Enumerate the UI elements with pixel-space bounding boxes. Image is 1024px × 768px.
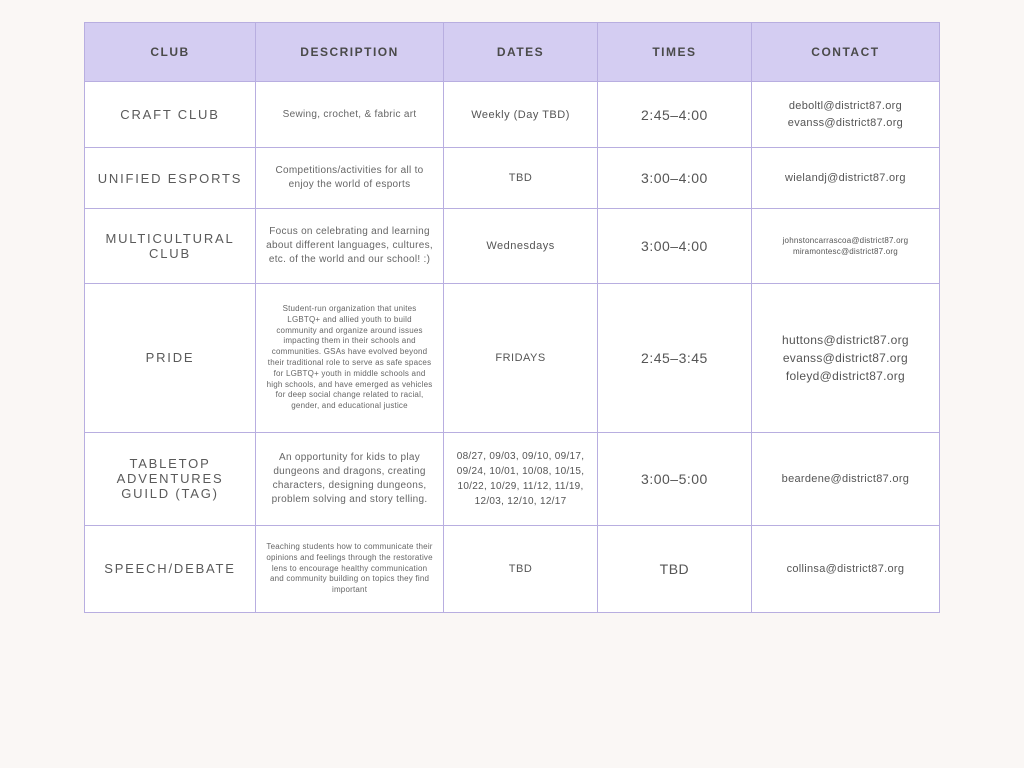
club-name: PRIDE	[95, 350, 245, 365]
cell-description: Focus on celebrating and learning about …	[256, 209, 444, 284]
header-contact: CONTACT	[751, 23, 939, 82]
times-text: 3:00–4:00	[608, 170, 741, 186]
cell-dates: TBD	[444, 525, 598, 612]
table-row: CRAFT CLUB Sewing, crochet, & fabric art W…	[85, 82, 940, 148]
cell-dates: FRIDAYS	[444, 284, 598, 433]
cell-contact: huttons@district87.orgevanss@district87.…	[751, 284, 939, 433]
table-body: CRAFT CLUB Sewing, crochet, & fabric art W…	[85, 82, 940, 613]
contact-email: wielandj@district87.org	[762, 170, 929, 187]
table-row: MULTICULTURAL CLUB Focus on celebrating a…	[85, 209, 940, 284]
cell-club: PRIDE	[85, 284, 256, 433]
cell-dates: 08/27, 09/03, 09/10, 09/17, 09/24, 10/01…	[444, 432, 598, 525]
cell-dates: Wednesdays	[444, 209, 598, 284]
header-description: DESCRIPTION	[256, 23, 444, 82]
cell-description: Student-run organization that unites LGB…	[256, 284, 444, 433]
times-text: TBD	[608, 561, 741, 577]
contact-email: collinsa@district87.org	[762, 561, 929, 578]
contact-text: collinsa@district87.org	[762, 561, 929, 578]
description-text: Sewing, crochet, & fabric art	[266, 108, 433, 122]
table-row: TABLETOP ADVENTURES GUILD (TAG) An opport…	[85, 432, 940, 525]
description-text: Competitions/activities for all to enjoy…	[266, 164, 433, 192]
header-dates: DATES	[444, 23, 598, 82]
table-row: PRIDE Student-run organization that unite…	[85, 284, 940, 433]
dates-text: Wednesdays	[454, 240, 587, 252]
cell-club: MULTICULTURAL CLUB	[85, 209, 256, 284]
cell-club: TABLETOP ADVENTURES GUILD (TAG)	[85, 432, 256, 525]
contact-email: foleyd@district87.org	[762, 367, 929, 385]
cell-times: 3:00–4:00	[597, 148, 751, 209]
cell-contact: beardene@district87.org	[751, 432, 939, 525]
cell-contact: wielandj@district87.org	[751, 148, 939, 209]
clubs-table: CLUB DESCRIPTION DATES TIMES CONTACT CRA…	[84, 22, 940, 613]
description-text: An opportunity for kids to play dungeons…	[266, 451, 433, 507]
cell-times: 2:45–3:45	[597, 284, 751, 433]
table-header-row: CLUB DESCRIPTION DATES TIMES CONTACT	[85, 23, 940, 82]
cell-times: 3:00–5:00	[597, 432, 751, 525]
cell-dates: TBD	[444, 148, 598, 209]
table-row: UNIFIED ESPORTS Competitions/activities f…	[85, 148, 940, 209]
dates-text: FRIDAYS	[454, 352, 587, 364]
cell-club: CRAFT CLUB	[85, 82, 256, 148]
description-text: Student-run organization that unites LGB…	[266, 304, 433, 412]
contact-text: huttons@district87.orgevanss@district87.…	[762, 331, 929, 385]
cell-description: Teaching students how to communicate the…	[256, 525, 444, 612]
table-row: SPEECH/DEBATE Teaching students how to co…	[85, 525, 940, 612]
dates-text: TBD	[454, 563, 587, 575]
times-text: 2:45–4:00	[608, 107, 741, 123]
cell-contact: collinsa@district87.org	[751, 525, 939, 612]
contact-email: evanss@district87.org	[762, 349, 929, 367]
cell-description: Competitions/activities for all to enjoy…	[256, 148, 444, 209]
contact-text: beardene@district87.org	[762, 471, 929, 488]
cell-contact: johnstoncarrascoa@district87.orgmiramont…	[751, 209, 939, 284]
cell-contact: deboltl@district87.orgevanss@district87.…	[751, 82, 939, 148]
cell-club: UNIFIED ESPORTS	[85, 148, 256, 209]
description-text: Focus on celebrating and learning about …	[266, 225, 433, 267]
cell-times: 2:45–4:00	[597, 82, 751, 148]
contact-email: huttons@district87.org	[762, 331, 929, 349]
contact-email: beardene@district87.org	[762, 471, 929, 488]
header-times: TIMES	[597, 23, 751, 82]
header-club: CLUB	[85, 23, 256, 82]
cell-club: SPEECH/DEBATE	[85, 525, 256, 612]
contact-email: miramontesc@district87.org	[762, 246, 929, 257]
cell-description: Sewing, crochet, & fabric art	[256, 82, 444, 148]
contact-email: evanss@district87.org	[762, 115, 929, 132]
dates-text: TBD	[454, 172, 587, 184]
description-text: Teaching students how to communicate the…	[266, 542, 433, 596]
times-text: 3:00–4:00	[608, 238, 741, 254]
cell-times: 3:00–4:00	[597, 209, 751, 284]
contact-text: deboltl@district87.orgevanss@district87.…	[762, 98, 929, 131]
club-name: UNIFIED ESPORTS	[95, 171, 245, 186]
club-name: MULTICULTURAL CLUB	[95, 231, 245, 261]
contact-email: deboltl@district87.org	[762, 98, 929, 115]
contact-email: johnstoncarrascoa@district87.org	[762, 235, 929, 246]
club-name: TABLETOP ADVENTURES GUILD (TAG)	[95, 456, 245, 501]
contact-text: wielandj@district87.org	[762, 170, 929, 187]
contact-text: johnstoncarrascoa@district87.orgmiramont…	[762, 235, 929, 257]
club-name: SPEECH/DEBATE	[95, 561, 245, 576]
cell-description: An opportunity for kids to play dungeons…	[256, 432, 444, 525]
cell-times: TBD	[597, 525, 751, 612]
cell-dates: Weekly (Day TBD)	[444, 82, 598, 148]
dates-text: Weekly (Day TBD)	[454, 109, 587, 121]
club-name: CRAFT CLUB	[95, 107, 245, 122]
dates-text: 08/27, 09/03, 09/10, 09/17, 09/24, 10/01…	[454, 449, 587, 509]
times-text: 2:45–3:45	[608, 350, 741, 366]
times-text: 3:00–5:00	[608, 471, 741, 487]
